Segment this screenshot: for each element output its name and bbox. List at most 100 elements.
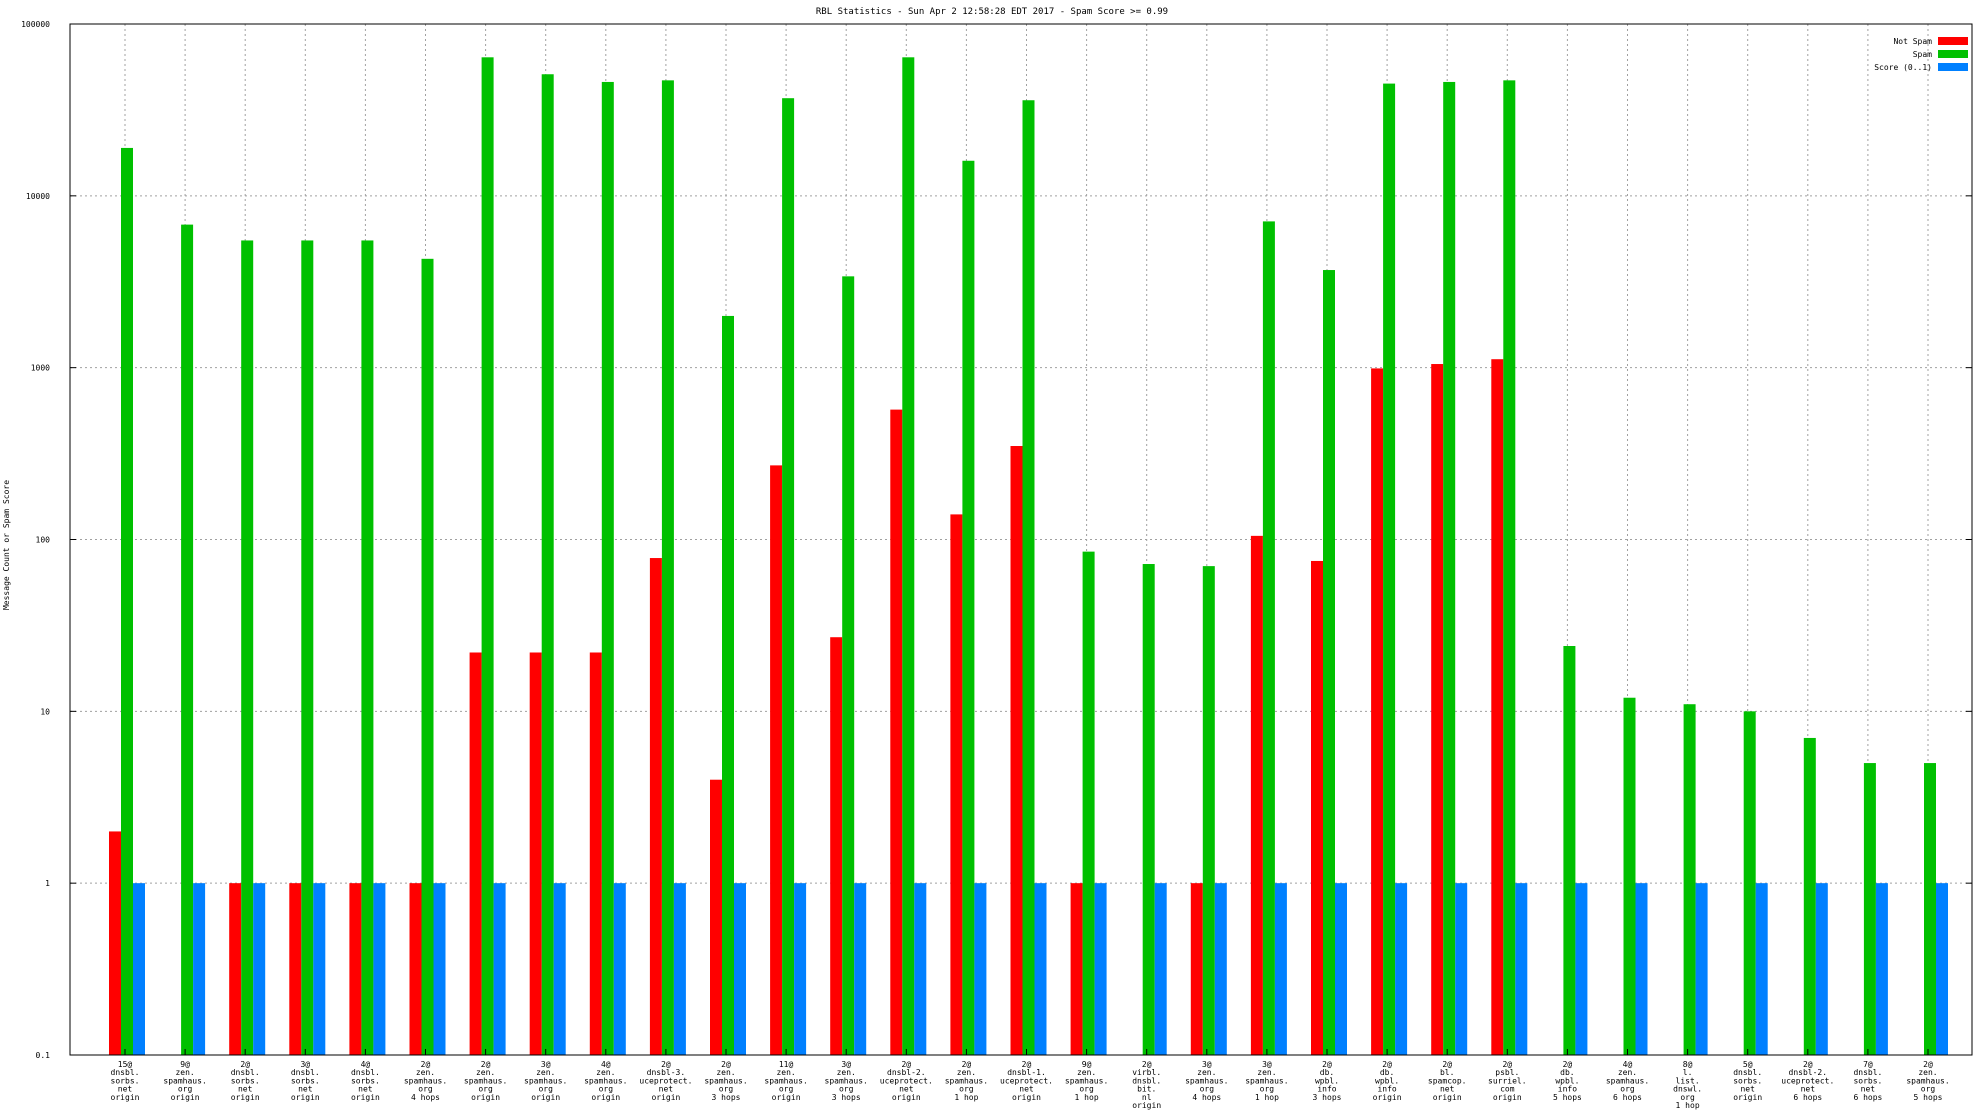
x-tick-label-line: zen. xyxy=(175,1068,194,1077)
bar-not-spam xyxy=(890,409,903,1056)
x-tick-label-line: 6 hops xyxy=(1613,1093,1642,1102)
x-tick-label: 2@ dnsbl. sorbs. net origin xyxy=(231,1060,260,1102)
bar-score-0-1 xyxy=(613,883,626,1055)
x-tick-label-line: spamhaus. xyxy=(163,1076,206,1085)
x-tick-label: 3@ dnsbl. sorbs. net origin xyxy=(291,1060,320,1102)
bar-spam xyxy=(1082,551,1095,1055)
x-tick-label-line: 2@ xyxy=(1923,1060,1933,1069)
x-tick-label-line: 9@ xyxy=(180,1060,190,1069)
x-tick-label-line: sorbs. xyxy=(1853,1076,1882,1085)
x-tick-label-line: spamhaus. xyxy=(464,1076,507,1085)
x-tick-label-line: 1 hop xyxy=(1075,1093,1099,1102)
x-tick-label-line: spamhaus. xyxy=(1606,1076,1649,1085)
x-tick-label: 2@ dnsbl-2. uceprotect. net origin xyxy=(880,1060,933,1102)
x-tick-label-line: spamhaus. xyxy=(945,1076,988,1085)
x-tick-label-line: zen. xyxy=(416,1068,435,1077)
x-tick-label: 11@ zen. spamhaus. org origin xyxy=(764,1060,807,1102)
x-tick-label: 9@ zen. spamhaus. org origin xyxy=(163,1060,206,1102)
bar-spam xyxy=(181,224,194,1055)
x-tick-label-line: wpbl. xyxy=(1375,1076,1399,1085)
x-tick-label-line: sorbs. xyxy=(351,1076,380,1085)
bar-score-0-1 xyxy=(313,883,326,1055)
bar-spam xyxy=(1383,83,1396,1055)
x-tick-label-line: 3 hops xyxy=(832,1093,861,1102)
bar-not-spam xyxy=(469,652,482,1055)
x-tick-label-line: 8@ xyxy=(1683,1060,1693,1069)
x-tick-label-line: spamhaus. xyxy=(524,1076,567,1085)
bar-not-spam xyxy=(770,465,783,1055)
x-tick-label-line: wpbl. xyxy=(1315,1076,1339,1085)
bar-score-0-1 xyxy=(373,883,386,1055)
bar-spam xyxy=(1443,81,1456,1055)
x-tick-label-line: spamhaus. xyxy=(1906,1076,1949,1085)
x-tick-label-line: 2@ xyxy=(1022,1060,1032,1069)
bar-not-spam xyxy=(229,883,242,1055)
x-tick-label-line: 6 hops xyxy=(1793,1093,1822,1102)
x-tick-label-line: spamhaus. xyxy=(1245,1076,1288,1085)
y-tick-label: 10 xyxy=(40,707,50,716)
x-tick-label: 3@ zen. spamhaus. org 4 hops xyxy=(1185,1060,1228,1102)
x-tick-label-line: dnsbl. xyxy=(111,1068,140,1077)
bar-score-0-1 xyxy=(1034,883,1047,1055)
x-tick-label-line: org xyxy=(418,1085,433,1094)
x-tick-label-line: net xyxy=(659,1085,674,1094)
x-tick-label-line: net xyxy=(1740,1085,1755,1094)
x-tick-label-line: bl. xyxy=(1440,1068,1454,1077)
x-tick-label: 2@ zen. spamhaus. org origin xyxy=(464,1060,507,1102)
bar-score-0-1 xyxy=(1395,883,1408,1055)
x-tick-label-line: zen. xyxy=(596,1068,615,1077)
x-tick-label-line: origin xyxy=(1493,1093,1522,1102)
bar-score-0-1 xyxy=(794,883,807,1055)
bar-not-spam xyxy=(1190,883,1203,1055)
x-tick-label-line: org xyxy=(1620,1085,1635,1094)
x-tick-label-line: 2@ xyxy=(661,1060,671,1069)
bar-spam xyxy=(1323,270,1335,1056)
x-tick-label-line: org xyxy=(719,1085,734,1094)
x-tick-label-line: 2@ xyxy=(240,1060,250,1069)
bar-score-0-1 xyxy=(1815,883,1828,1055)
x-tick-label-line: 4@ xyxy=(1623,1060,1633,1069)
x-tick-label-line: sorbs. xyxy=(231,1076,260,1085)
x-tick-label-line: db. xyxy=(1380,1068,1394,1077)
x-tick-label-line: spamhaus. xyxy=(1185,1076,1228,1085)
bar-not-spam xyxy=(109,831,121,1055)
x-tick-label-line: 2@ xyxy=(962,1060,972,1069)
x-tick-label-line: 4@ xyxy=(361,1060,371,1069)
x-tick-label-line: nl xyxy=(1142,1093,1152,1102)
plot-border xyxy=(69,23,1973,1056)
x-tick-label-line: origin xyxy=(531,1093,560,1102)
bar-score-0-1 xyxy=(1335,883,1347,1055)
x-tick-label-line: 11@ xyxy=(779,1060,794,1069)
bar-score-0-1 xyxy=(734,883,746,1055)
x-tick-label-line: 2@ xyxy=(721,1060,731,1069)
bar-spam xyxy=(1863,763,1876,1055)
x-tick-label-line: 3@ xyxy=(1202,1060,1212,1069)
bar-score-0-1 xyxy=(1214,883,1227,1055)
x-tick-label-line: db. xyxy=(1320,1068,1334,1077)
bar-spam xyxy=(1623,697,1636,1055)
bar-score-0-1 xyxy=(1455,883,1468,1055)
bar-score-0-1 xyxy=(1936,883,1948,1055)
x-tick-label-line: 5 hops xyxy=(1914,1093,1943,1102)
x-tick-label-line: org xyxy=(779,1085,794,1094)
x-tick-label: 2@ bl. spamcop. net origin xyxy=(1428,1060,1467,1102)
x-tick-label-line: info xyxy=(1377,1085,1396,1094)
x-tick-label-line: 15@ xyxy=(118,1060,133,1069)
x-tick-label-line: origin xyxy=(1012,1093,1041,1102)
x-tick-label-line: 2@ xyxy=(421,1060,431,1069)
x-tick-label-line: net xyxy=(238,1085,253,1094)
x-tick-label-line: uceprotect. xyxy=(1000,1076,1053,1085)
x-tick-label-line: origin xyxy=(111,1093,140,1102)
x-tick-label-line: 2@ xyxy=(481,1060,491,1069)
x-tick-label-line: wpbl. xyxy=(1555,1076,1579,1085)
bar-not-spam xyxy=(1371,368,1384,1055)
x-tick-label: 5@ dnsbl. sorbs. net origin xyxy=(1733,1060,1762,1102)
x-tick-label-line: zen. xyxy=(716,1068,735,1077)
x-tick-label-line: 2@ xyxy=(1442,1060,1452,1069)
bar-not-spam xyxy=(950,514,963,1055)
y-tick-label: 1 xyxy=(45,879,50,888)
x-tick-label-line: origin xyxy=(772,1093,801,1102)
y-tick-label: 10000 xyxy=(26,192,50,201)
bar-score-0-1 xyxy=(133,883,145,1055)
x-tick-label-line: org xyxy=(478,1085,493,1094)
